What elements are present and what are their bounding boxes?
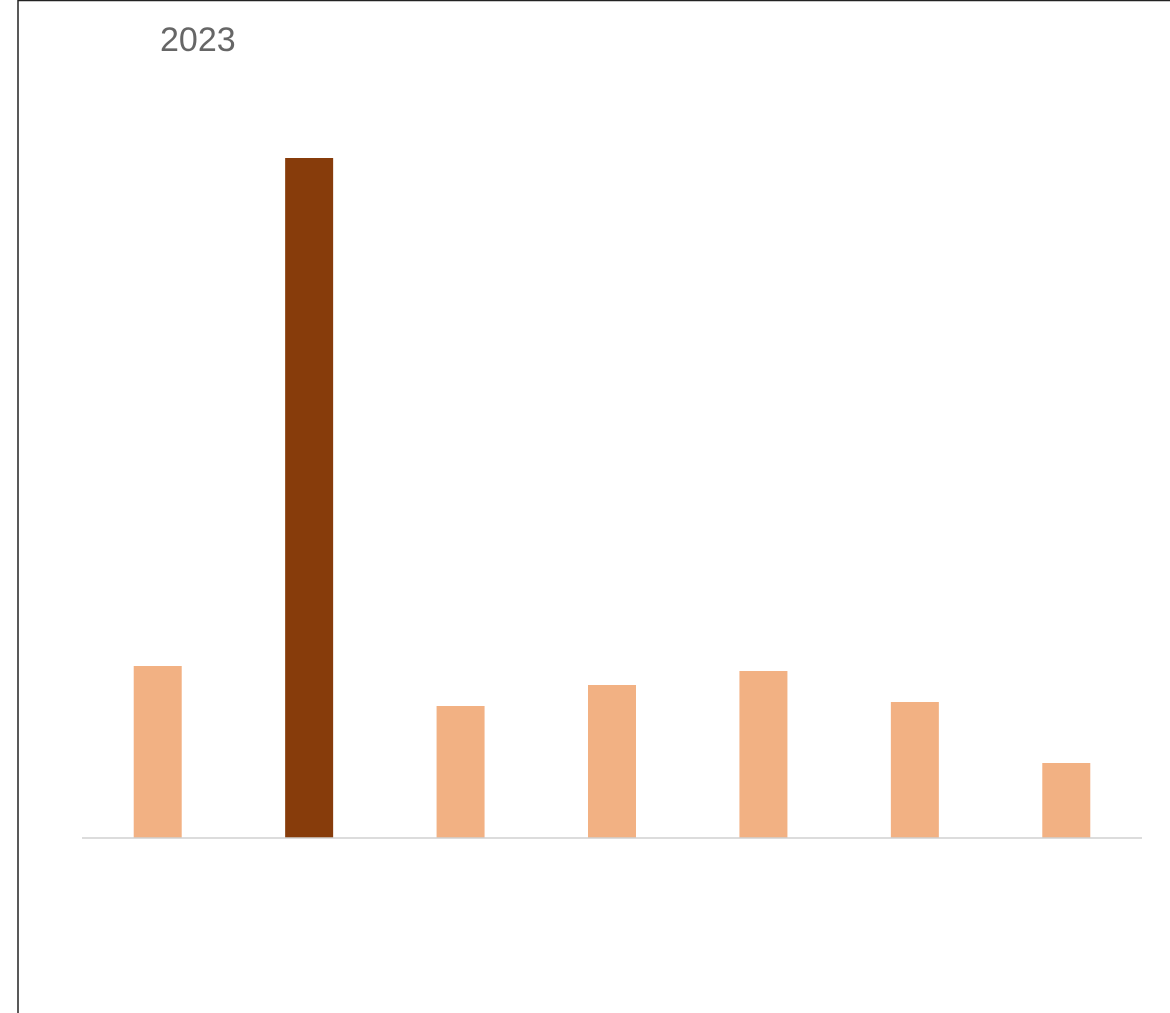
bar — [133, 666, 182, 838]
bar — [890, 702, 939, 838]
chart-title: 2023 — [160, 21, 236, 59]
bar — [739, 671, 788, 838]
bar — [436, 706, 485, 838]
bar — [285, 158, 334, 838]
bar — [1042, 763, 1091, 838]
chart-frame — [17, 0, 1170, 1013]
bar — [588, 685, 636, 838]
